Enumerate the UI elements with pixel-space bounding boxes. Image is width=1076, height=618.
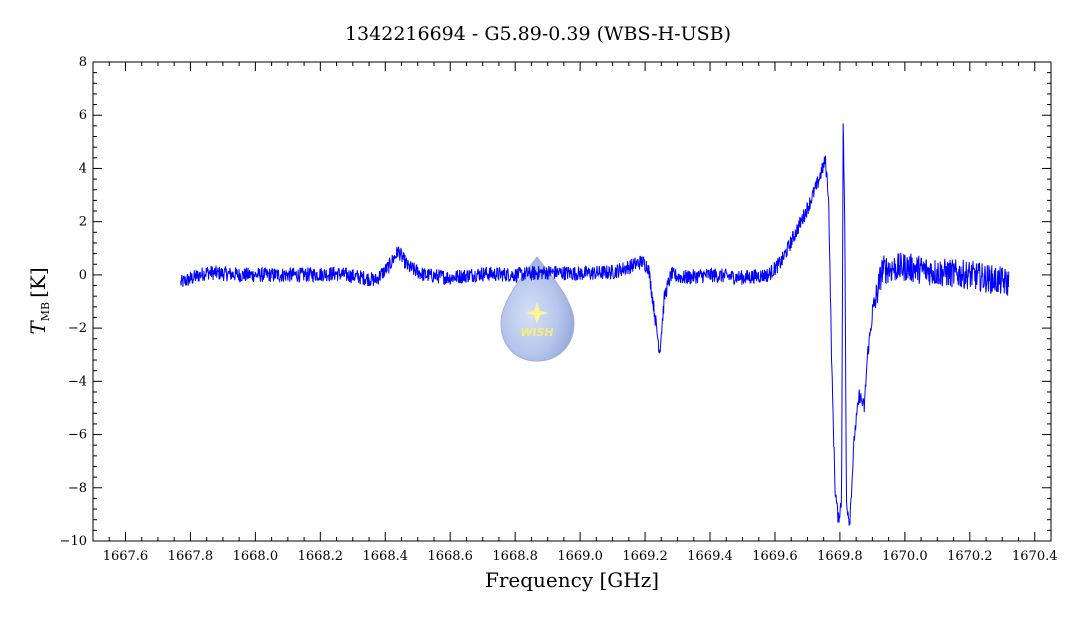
y-tick-label: −6 xyxy=(68,428,87,443)
y-tick-label: −10 xyxy=(60,534,87,549)
axis-ticks xyxy=(92,61,1052,542)
x-tick-label: 1667.6 xyxy=(103,549,149,564)
x-tick-label: 1669.0 xyxy=(557,549,603,564)
x-tick-label: 1668.6 xyxy=(427,549,473,564)
x-axis-label: Frequency [GHz] xyxy=(485,568,659,592)
y-tick-label: −4 xyxy=(68,374,87,389)
x-tick-label: 1667.8 xyxy=(168,549,214,564)
y-axis-label-unit: [K] xyxy=(26,267,50,298)
y-tick-label: −2 xyxy=(68,321,87,336)
x-tick-label: 1668.2 xyxy=(298,549,344,564)
plot-frame xyxy=(92,61,1052,542)
x-tick-label: 1669.8 xyxy=(817,549,863,564)
x-tick-label: 1670.0 xyxy=(882,549,928,564)
y-tick-label: 0 xyxy=(79,268,87,283)
x-tick-label: 1668.4 xyxy=(363,549,409,564)
tick-labels: 1667.6 1667.8 1668.0 1668.2 1668.4 1668.6 1668… xyxy=(60,55,1058,564)
y-axis-label-symbol: T xyxy=(26,320,50,335)
x-tick-label: 1668.0 xyxy=(233,549,279,564)
y-tick-label: 2 xyxy=(79,215,87,230)
y-tick-label: 4 xyxy=(79,161,87,176)
x-tick-label: 1670.2 xyxy=(947,549,993,564)
wish-logo-text: WISH xyxy=(520,326,553,339)
y-tick-label: −8 xyxy=(68,481,87,496)
y-tick-label: 6 xyxy=(79,108,87,123)
chart-title: 1342216694 - G5.89-0.39 (WBS-H-USB) xyxy=(345,23,731,45)
x-tick-label: 1669.2 xyxy=(622,549,668,564)
x-tick-label: 1668.8 xyxy=(492,549,538,564)
y-axis-label-subscript: MB xyxy=(39,302,52,321)
spectrum-line xyxy=(180,123,1010,526)
wish-logo: WISH xyxy=(500,256,575,362)
y-tick-label: 8 xyxy=(79,55,87,70)
sparkle-icon xyxy=(525,302,549,324)
x-tick-label: 1669.6 xyxy=(752,549,798,564)
x-tick-label: 1669.4 xyxy=(687,549,733,564)
y-axis-label: TMB [K] xyxy=(26,267,52,334)
x-tick-label: 1670.4 xyxy=(1012,549,1058,564)
